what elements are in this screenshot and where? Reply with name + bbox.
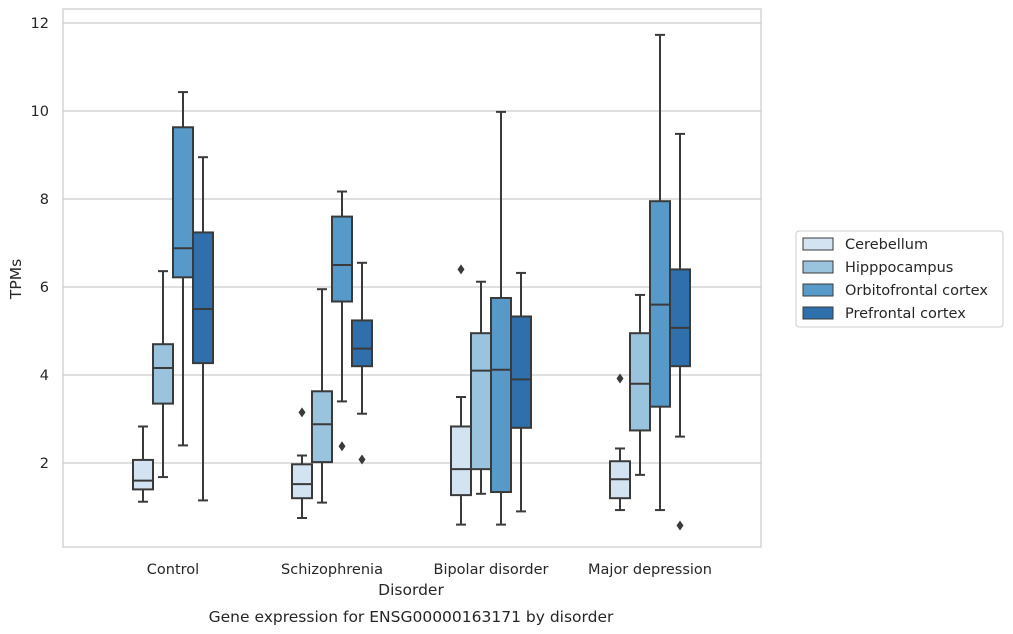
box-iqr (470, 332, 492, 471)
legend-swatch (802, 283, 834, 297)
box-group (331, 190, 353, 452)
legend: Cerebellum Hipppocampus Orbitofrontal cort… (795, 230, 1004, 328)
box-iqr (669, 268, 691, 368)
legend-label: Orbitofrontal cortex (845, 283, 988, 299)
box-iqr (172, 126, 194, 279)
figure-caption: Gene expression for ENSG00000163171 by d… (209, 608, 614, 626)
x-tick-label: Bipolar disorder (434, 562, 549, 578)
plot-frame (62, 8, 762, 548)
box-group (291, 407, 313, 519)
x-tick-labels: Control Schizophrenia Bipolar disorder Majo… (147, 562, 712, 578)
box-group (152, 270, 174, 479)
y-tick-label: 2 (40, 456, 49, 472)
box-group (609, 373, 631, 512)
legend-swatch (802, 306, 834, 320)
legend-label: Prefrontal cortex (845, 306, 966, 322)
box-group (510, 271, 532, 513)
x-tick-label: Major depression (588, 562, 712, 578)
box-iqr (152, 343, 174, 405)
box-iqr (291, 463, 313, 500)
box-group (649, 33, 671, 512)
box-group (311, 288, 333, 504)
box-iqr (192, 231, 214, 365)
box-iqr (510, 315, 532, 429)
box-group (172, 91, 194, 447)
box-group (351, 261, 373, 465)
y-tick-labels: 2 4 6 8 10 12 (31, 16, 49, 472)
legend-swatch (802, 260, 834, 274)
outlier-point (298, 407, 306, 418)
x-tick-label: Control (147, 562, 199, 578)
box-iqr (311, 390, 333, 464)
y-tick-label: 6 (40, 280, 49, 296)
box-iqr (490, 297, 512, 494)
legend-label: Cerebellum (845, 237, 928, 253)
box-iqr (351, 319, 373, 368)
outlier-point (358, 454, 366, 465)
y-tick-label: 4 (40, 368, 49, 384)
box-group (629, 293, 651, 476)
y-tick-label: 12 (31, 16, 49, 32)
box-group (450, 264, 472, 526)
x-axis-title: Disorder (378, 581, 444, 599)
legend-swatch (802, 237, 834, 251)
box-group (470, 280, 492, 495)
box-iqr (450, 425, 472, 497)
y-tick-label: 10 (31, 104, 49, 120)
y-tick-label: 8 (40, 192, 49, 208)
legend-items: Cerebellum Hipppocampus Orbitofrontal cort… (802, 237, 988, 322)
box-iqr (331, 215, 353, 303)
legend-label: Hipppocampus (845, 260, 953, 276)
box-group (669, 132, 691, 531)
box-group (192, 156, 214, 502)
box-group (490, 110, 512, 526)
x-tick-label: Schizophrenia (281, 562, 383, 578)
outlier-point (338, 441, 346, 452)
box-iqr (132, 458, 154, 491)
legend-frame (795, 230, 1004, 328)
box-layer (132, 33, 691, 531)
outlier-point (457, 264, 465, 275)
box-iqr (629, 332, 651, 432)
outlier-point (616, 373, 624, 384)
outlier-point (676, 520, 684, 531)
box-group (132, 425, 154, 503)
y-axis-title: TPMs (7, 259, 25, 300)
